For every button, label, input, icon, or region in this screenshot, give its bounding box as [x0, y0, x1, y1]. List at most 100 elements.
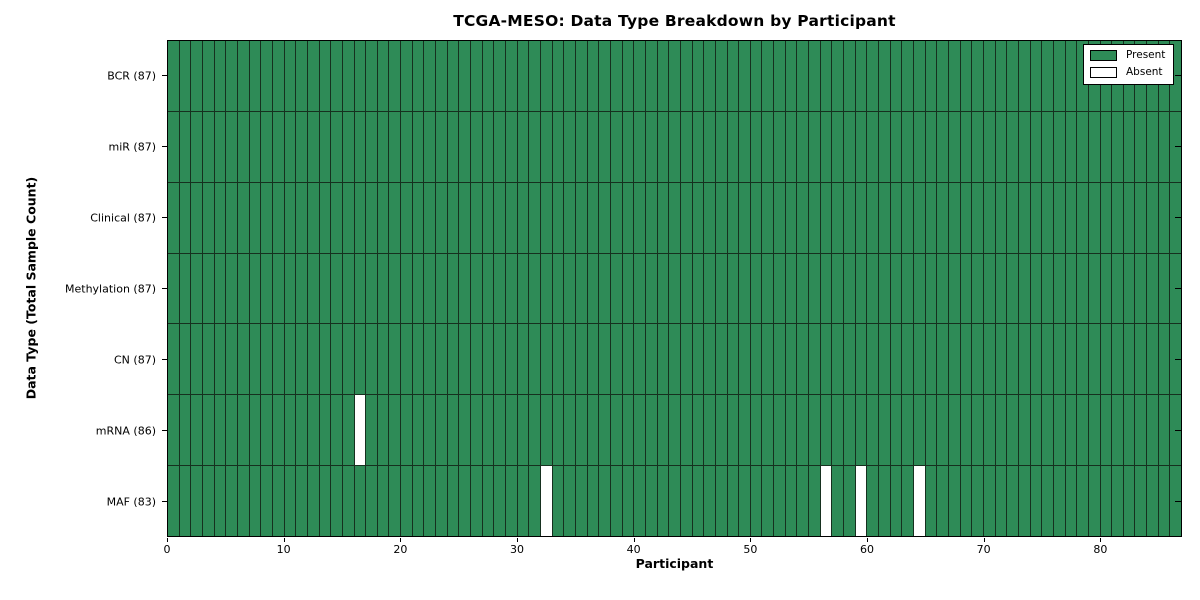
heatmap-cell	[658, 182, 670, 253]
heatmap-cell	[355, 182, 367, 253]
heatmap-cell	[809, 324, 821, 395]
heatmap-cell	[203, 182, 215, 253]
heatmap-cell	[646, 41, 658, 111]
heatmap-cell	[634, 182, 646, 253]
heatmap-cell	[961, 111, 973, 182]
heatmap-cell	[658, 466, 670, 537]
heatmap-cell	[320, 466, 332, 537]
heatmap-cell	[1112, 111, 1124, 182]
heatmap-cell	[191, 395, 203, 466]
heatmap-cell	[1089, 395, 1101, 466]
heatmap-cell	[436, 324, 448, 395]
heatmap-cell	[693, 395, 705, 466]
heatmap-cell	[1101, 466, 1113, 537]
heatmap-cell	[459, 111, 472, 182]
heatmap-cell	[1019, 111, 1031, 182]
heatmap-cell	[1042, 324, 1054, 395]
heatmap-cell	[273, 182, 285, 253]
heatmap-cell	[786, 41, 798, 111]
heatmap-cell	[285, 182, 297, 253]
heatmap-cell	[180, 111, 192, 182]
heatmap-cell	[646, 395, 658, 466]
heatmap-cell	[448, 111, 460, 182]
heatmap-cell	[739, 111, 751, 182]
heatmap-cell	[681, 182, 693, 253]
x-tick-label: 30	[510, 543, 524, 556]
heatmap-cell	[541, 182, 553, 253]
heatmap-cell	[413, 466, 425, 537]
heatmap-cell	[424, 324, 437, 395]
heatmap-cell	[1147, 111, 1159, 182]
x-tick-mark	[867, 538, 868, 542]
heatmap-cell	[634, 324, 646, 395]
y-tick-label-cn: CN (87)	[114, 353, 156, 366]
heatmap-cell	[739, 395, 751, 466]
heatmap-cell	[681, 466, 693, 537]
heatmap-cell	[961, 466, 973, 537]
heatmap-cell	[984, 466, 996, 537]
heatmap-row-clinical	[168, 182, 1181, 254]
heatmap-cell	[902, 395, 914, 466]
heatmap-cell	[401, 41, 413, 111]
heatmap-cell	[215, 253, 227, 324]
heatmap-cell	[564, 253, 576, 324]
heatmap-cell	[226, 182, 238, 253]
heatmap-cell	[389, 182, 402, 253]
heatmap-cell	[774, 324, 786, 395]
heatmap-cell	[483, 111, 495, 182]
heatmap-row-mrna	[168, 395, 1181, 467]
heatmap-cell	[623, 111, 635, 182]
heatmap-cell	[693, 466, 705, 537]
heatmap-cell	[856, 253, 868, 324]
heatmap-cell	[448, 466, 460, 537]
heatmap-cell	[774, 395, 786, 466]
heatmap-cell	[168, 324, 180, 395]
x-tick-mark	[983, 538, 985, 542]
heatmap-cell	[914, 253, 926, 324]
heatmap-cell	[949, 111, 961, 182]
heatmap-cell	[972, 395, 984, 466]
heatmap-cell	[879, 182, 891, 253]
heatmap-cell	[1077, 324, 1089, 395]
heatmap-cell	[250, 111, 262, 182]
heatmap-cell	[797, 253, 810, 324]
heatmap-cell	[518, 253, 530, 324]
heatmap-cell	[751, 111, 763, 182]
heatmap-cell	[867, 111, 880, 182]
heatmap-cell	[996, 182, 1008, 253]
heatmap-cell	[518, 41, 530, 111]
heatmap-cell	[658, 395, 670, 466]
heatmap-cell	[366, 253, 378, 324]
heatmap-cell	[180, 324, 192, 395]
heatmap-cell	[797, 182, 810, 253]
heatmap-cell	[203, 395, 215, 466]
heatmap-cell	[1019, 41, 1031, 111]
heatmap-cell	[1031, 324, 1043, 395]
heatmap-cell	[961, 253, 973, 324]
heatmap-cell	[1124, 466, 1136, 537]
heatmap-cell	[506, 395, 518, 466]
heatmap-cell	[588, 324, 600, 395]
heatmap-cell	[693, 253, 705, 324]
heatmap-cell	[1066, 41, 1078, 111]
heatmap-cell	[669, 324, 681, 395]
heatmap-cell	[809, 395, 821, 466]
heatmap-cell	[273, 466, 285, 537]
heatmap-cell	[413, 41, 425, 111]
heatmap-cell	[261, 182, 273, 253]
heatmap-cell	[739, 466, 751, 537]
heatmap-cell	[716, 324, 728, 395]
heatmap-cell	[343, 324, 355, 395]
heatmap-cell	[378, 182, 390, 253]
x-tick-mark	[517, 538, 518, 542]
y-tick-mark	[162, 146, 167, 147]
heatmap-cell	[168, 111, 180, 182]
heatmap-cell	[366, 111, 378, 182]
heatmap-cell	[1031, 182, 1043, 253]
heatmap-cell	[867, 41, 880, 111]
x-tick-mark	[750, 538, 752, 542]
heatmap-cell	[308, 111, 320, 182]
x-tick-label: 50	[743, 543, 758, 556]
heatmap-cell	[494, 395, 507, 466]
x-tick-mark	[400, 538, 402, 542]
